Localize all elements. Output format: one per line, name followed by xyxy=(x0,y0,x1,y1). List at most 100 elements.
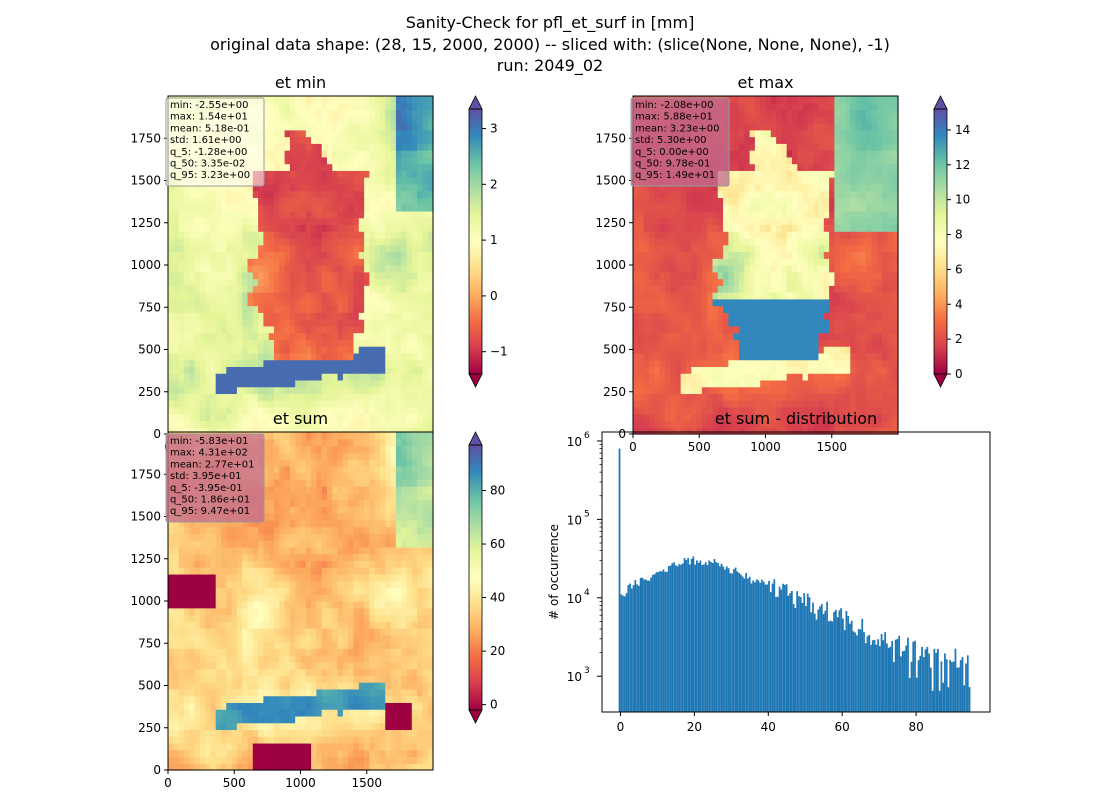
heatmap-cell xyxy=(696,339,703,347)
heatmap-cell xyxy=(358,231,365,239)
heatmap-cell xyxy=(337,420,344,428)
heatmap-cell xyxy=(829,116,835,124)
heatmap-cell xyxy=(422,413,429,422)
heatmap-cell xyxy=(358,359,365,367)
heatmap-cell xyxy=(411,400,418,408)
heatmap-cell xyxy=(289,170,296,178)
heatmap-cell xyxy=(839,109,846,117)
heatmap-cell xyxy=(205,265,211,273)
heatmap-cell xyxy=(839,170,846,178)
heatmap-cell xyxy=(295,393,302,401)
heatmap-cell xyxy=(337,305,344,313)
heatmap-cell xyxy=(823,258,830,266)
heatmap-cell xyxy=(717,346,724,354)
heatmap-cells-et_max xyxy=(633,96,899,435)
heatmap-cell xyxy=(807,190,814,198)
heatmap-cell xyxy=(422,278,429,286)
heatmap-cell xyxy=(380,143,386,151)
heatmap-cell xyxy=(247,271,254,280)
heatmap-cell xyxy=(839,386,846,395)
heatmap-cell xyxy=(749,190,756,198)
heatmap-cell xyxy=(749,319,756,327)
heatmap-cell xyxy=(776,292,782,300)
heatmap-cell xyxy=(823,346,830,354)
heatmap-cell xyxy=(215,386,222,395)
heatmap-cell xyxy=(401,237,408,246)
heatmap-cell xyxy=(337,352,344,361)
heatmap-cell xyxy=(210,251,217,259)
heatmap-cell xyxy=(792,427,798,435)
heatmap-cell xyxy=(792,156,798,165)
heatmap-cell xyxy=(797,346,804,354)
heatmap-cell xyxy=(221,325,227,334)
heatmap-cell xyxy=(855,413,862,422)
heatmap-cell xyxy=(321,163,328,171)
heatmap-cell xyxy=(385,217,392,226)
heatmap-cell xyxy=(411,413,418,422)
heatmap-cell xyxy=(194,285,201,293)
heatmap-cell xyxy=(311,265,317,273)
heatmap-cell xyxy=(776,231,782,239)
heatmap-cell xyxy=(829,386,835,395)
heatmap-cell xyxy=(183,292,190,300)
heatmap-cell xyxy=(374,373,381,381)
heatmap-cell xyxy=(887,258,894,266)
heatmap-cell xyxy=(754,305,761,313)
heatmap-cell xyxy=(263,400,270,408)
heatmap-cell xyxy=(876,190,883,198)
heatmap-cell xyxy=(374,292,381,300)
heatmap-cell xyxy=(733,373,740,381)
heatmap-cell xyxy=(754,400,761,408)
heatmap-cell xyxy=(316,265,323,273)
heatmap-cell xyxy=(236,217,243,226)
heatmap-cell xyxy=(823,217,830,226)
heatmap-cell xyxy=(327,298,333,307)
heatmap-cell xyxy=(316,258,323,266)
heatmap-cell xyxy=(776,170,782,178)
heatmap-cell xyxy=(279,393,286,401)
heatmap-cell xyxy=(696,413,703,422)
heatmap-cell xyxy=(845,258,851,266)
heatmap-cell xyxy=(659,373,666,381)
heatmap-cell xyxy=(173,271,180,280)
heatmap-cell xyxy=(723,258,729,266)
heatmap-cell xyxy=(823,251,830,259)
heatmap-cell xyxy=(258,305,264,313)
heatmap-cell xyxy=(385,163,392,171)
heatmap-cell xyxy=(675,319,682,327)
heatmap-cell xyxy=(221,224,227,232)
heatmap-cell xyxy=(305,406,312,415)
heatmap-cell xyxy=(643,305,650,313)
heatmap-cell xyxy=(364,292,370,300)
heatmap-cell xyxy=(707,204,714,212)
heatmap-cell xyxy=(670,285,676,293)
heatmap-cell xyxy=(390,177,397,185)
heatmap-cell xyxy=(417,265,423,273)
heatmap-cell xyxy=(760,231,767,239)
heatmap-cell xyxy=(337,379,344,388)
heatmap-cell xyxy=(321,312,328,320)
heatmap-cell xyxy=(380,413,386,422)
heatmap-cell xyxy=(754,386,761,395)
heatmap-cell xyxy=(723,393,729,401)
heatmap-cell xyxy=(659,292,666,300)
heatmap-cell xyxy=(390,359,397,367)
heatmap-cell xyxy=(226,237,233,246)
heatmap-cell xyxy=(353,420,360,428)
heatmap-cell xyxy=(411,427,418,435)
heatmap-cell xyxy=(744,204,751,212)
heatmap-cell xyxy=(411,406,418,415)
heatmap-cell xyxy=(733,231,740,239)
heatmap-cell xyxy=(295,244,302,253)
heatmap-cell xyxy=(675,332,682,340)
heatmap-cell xyxy=(839,366,846,374)
heatmap-cell xyxy=(707,373,714,381)
heatmap-cell xyxy=(760,386,767,395)
heatmap-cell xyxy=(686,373,692,381)
heatmap-cell xyxy=(358,102,365,111)
heatmap-cell xyxy=(369,278,376,286)
heatmap-cell xyxy=(337,400,344,408)
heatmap-cell xyxy=(300,319,307,327)
heatmap-cell xyxy=(829,258,835,266)
heatmap-cell xyxy=(173,204,180,212)
